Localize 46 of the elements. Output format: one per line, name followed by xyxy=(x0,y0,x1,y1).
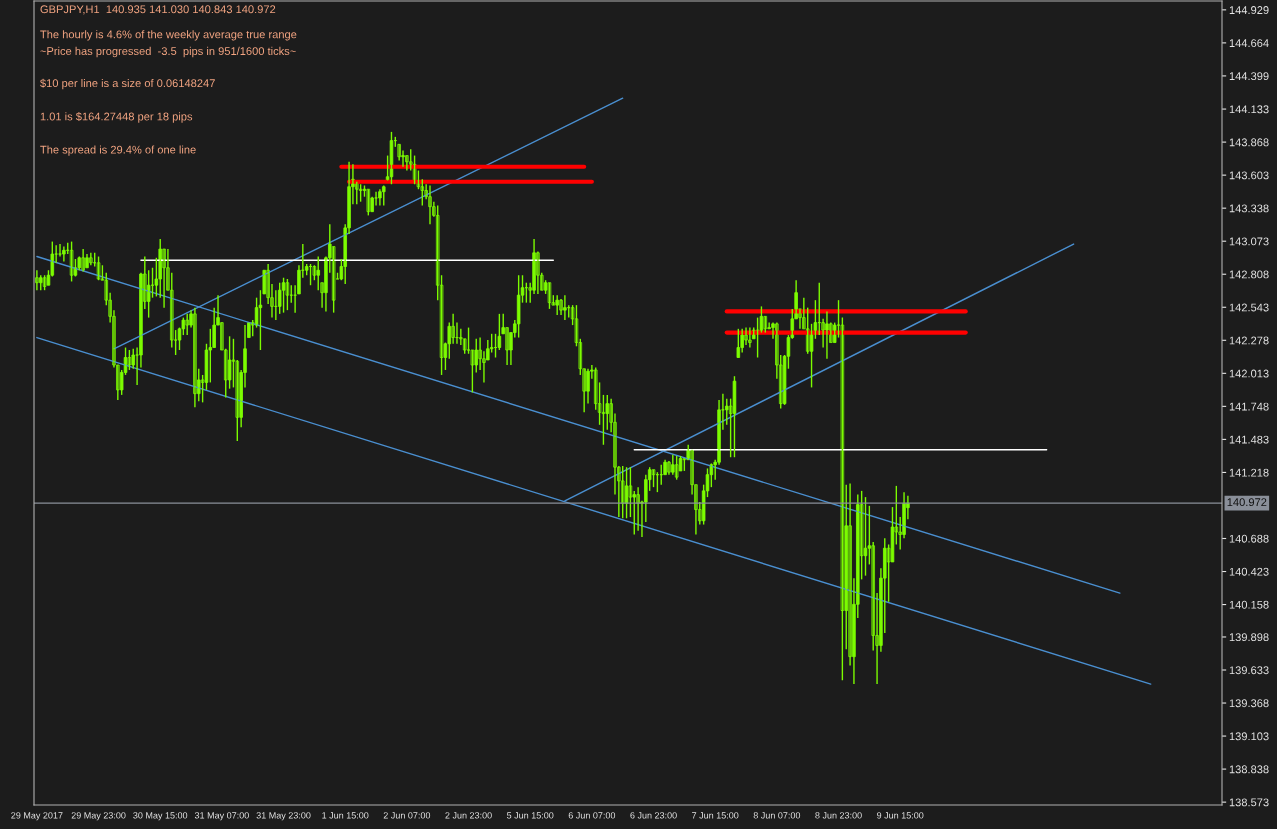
annotation: The spread is 29.4% of one line xyxy=(40,145,196,156)
y-tick-label: 143.073 xyxy=(1229,237,1269,246)
chart-title: GBPJPY,H1 140.935 141.030 140.843 140.972 xyxy=(40,5,276,15)
annotation: $10 per line is a size of 0.06148247 xyxy=(40,78,215,90)
y-tick-label: 138.573 xyxy=(1229,798,1269,807)
x-tick-label: 29 May 2017 xyxy=(11,812,63,821)
y-tick-label: 143.603 xyxy=(1229,171,1269,180)
x-tick-label: 29 May 23:00 xyxy=(71,812,126,821)
x-tick-label: 8 Jun 07:00 xyxy=(753,812,801,819)
x-tick-label: 1 Jun 15:00 xyxy=(322,812,369,819)
y-tick-label: 139.103 xyxy=(1229,732,1269,741)
x-tick-label: 9 Jun 15:00 xyxy=(877,812,924,819)
ref-line-label: 140.972 xyxy=(1227,498,1267,507)
y-tick-label: 141.748 xyxy=(1229,402,1269,411)
y-tick-label: 138.838 xyxy=(1229,765,1269,774)
x-tick-label: 8 Jun 23:00 xyxy=(815,812,862,819)
y-tick-label: 144.664 xyxy=(1229,39,1269,48)
y-tick-label: 142.013 xyxy=(1229,369,1269,378)
x-tick-label: 31 May 07:00 xyxy=(194,812,249,821)
y-tick-label: 139.898 xyxy=(1229,633,1269,642)
x-tick-label: 6 Jun 23:00 xyxy=(630,812,677,819)
y-tick-label: 143.868 xyxy=(1229,138,1269,147)
y-tick-label: 142.278 xyxy=(1229,336,1269,345)
y-tick-label: 139.633 xyxy=(1229,666,1269,675)
annotation: The hourly is 4.6% of the weekly average true range xyxy=(40,30,297,41)
x-tick-label: 5 Jun 15:00 xyxy=(506,812,554,819)
y-tick-label: 139.368 xyxy=(1229,699,1269,708)
x-tick-label: 30 May 15:00 xyxy=(133,812,188,821)
y-tick-label: 143.338 xyxy=(1229,204,1269,213)
y-tick-label: 140.688 xyxy=(1229,534,1269,543)
y-tick-label: 144.399 xyxy=(1229,72,1269,81)
annotation: 1.01 is $164.27448 per 18 pips xyxy=(40,112,193,123)
y-tick-label: 140.423 xyxy=(1229,567,1269,576)
y-tick-label: 140.158 xyxy=(1229,600,1269,609)
y-tick-label: 141.218 xyxy=(1229,468,1269,477)
y-tick-label: 141.483 xyxy=(1229,435,1269,444)
y-tick-label: 144.133 xyxy=(1229,105,1269,114)
x-tick-label: 2 Jun 07:00 xyxy=(383,812,431,819)
x-tick-label: 31 May 23:00 xyxy=(256,812,311,821)
x-tick-label: 6 Jun 07:00 xyxy=(568,812,616,819)
x-tick-label: 2 Jun 23:00 xyxy=(445,812,492,819)
y-tick-label: 142.808 xyxy=(1229,270,1269,279)
y-tick-label: 142.543 xyxy=(1229,303,1269,312)
x-tick-label: 7 Jun 15:00 xyxy=(692,812,739,819)
y-tick-label: 144.929 xyxy=(1229,6,1269,14)
annotation: ~Price has progressed -3.5 pips in 951/1600 ticks~ xyxy=(40,46,296,58)
